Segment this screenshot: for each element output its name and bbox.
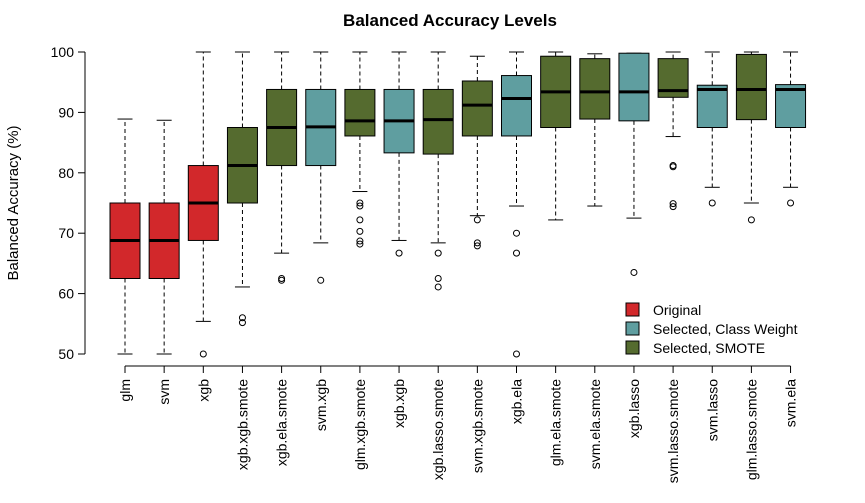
box-body (344, 88, 376, 137)
x-tick-label: xgb.lasso (626, 379, 642, 438)
x-tick-label: glm.lasso.smote (743, 379, 759, 480)
box-xgb.xgb.smote (226, 51, 258, 327)
x-tick-label: svm.xgb.smote (469, 379, 485, 473)
box-body (696, 84, 728, 128)
outlier-point (747, 216, 755, 224)
outlier-point (434, 283, 442, 291)
box-glm.xgb.smote (344, 51, 376, 248)
outlier-point (356, 202, 364, 210)
box-svm.xgb.smote (461, 55, 493, 250)
chart-title: Balanced Accuracy Levels (343, 11, 557, 30)
outlier-point (317, 276, 325, 284)
outlier-point (473, 242, 481, 250)
x-tick-label: svm (156, 379, 172, 405)
y-tick-label: 60 (58, 286, 74, 302)
box-svm.xgb (305, 51, 337, 284)
box-svm.lasso (696, 51, 728, 207)
outlier-point (278, 276, 286, 284)
box-svm (148, 119, 180, 355)
x-tick-label: glm (117, 379, 133, 402)
outlier-point (513, 350, 520, 358)
x-axis: glm svm xgb xgb.xgb.smote xgb.ela.smote svm.x… (117, 365, 799, 483)
box-body (422, 88, 454, 155)
box-xgb.lasso.smote (422, 51, 454, 291)
box-body (735, 53, 767, 121)
box-xgb.xgb (383, 51, 415, 257)
box-svm.ela (775, 51, 807, 207)
legend-swatch (625, 340, 640, 355)
legend-swatch (625, 302, 640, 317)
outlier-point (434, 249, 442, 257)
outlier-point (787, 199, 795, 207)
outlier-point (238, 319, 246, 327)
x-tick-label: xgb (195, 379, 211, 402)
outlier-point (356, 199, 364, 207)
outlier-point (356, 237, 364, 245)
y-tick-label: 50 (58, 346, 74, 362)
legend: Original Selected, Class Weight Selected, … (625, 302, 798, 356)
outlier-point (356, 227, 364, 235)
x-tick-label: svm.ela.smote (587, 379, 603, 469)
x-tick-label: glm.xgb.smote (352, 379, 368, 470)
box-xgb (187, 51, 219, 358)
legend-label: Selected, Class Weight (653, 321, 798, 337)
outlier-point (669, 200, 677, 208)
x-tick-label: svm.lasso.smote (665, 379, 681, 483)
outlier-point (278, 275, 286, 282)
x-tick-label: xgb.xgb (391, 379, 407, 428)
box-glm.lasso.smote (735, 51, 767, 224)
outlier-point (513, 229, 520, 237)
box-body (775, 84, 807, 128)
box-glm (109, 118, 141, 355)
outlier-point (356, 240, 364, 248)
box-xgb.ela (501, 51, 532, 358)
x-tick-label: svm.xgb (313, 379, 329, 431)
y-tick-label: 90 (58, 104, 74, 120)
legend-swatch (625, 321, 640, 336)
outlier-point (473, 216, 481, 224)
legend-label: Selected, SMOTE (653, 340, 765, 356)
x-tick-label: xgb.xgb.smote (234, 379, 250, 470)
x-tick-label: glm.ela.smote (548, 379, 564, 466)
outlier-point (434, 275, 442, 282)
box-svm.ela.smote (579, 53, 611, 207)
outlier-point (630, 268, 638, 276)
x-tick-label: svm.lasso (704, 379, 720, 441)
box-body (579, 58, 611, 120)
outlier-point (238, 314, 246, 322)
x-tick-label: xgb.ela.smote (274, 379, 290, 466)
box-svm.lasso.smote (657, 51, 689, 211)
legend-label: Original (653, 302, 701, 318)
outlier-point (395, 249, 403, 257)
outlier-point (199, 350, 207, 358)
outlier-point (356, 216, 364, 224)
x-tick-label: xgb.ela (509, 379, 525, 424)
box-body (618, 52, 650, 122)
outlier-point (708, 199, 716, 207)
outlier-point (669, 203, 677, 211)
box-glm.ela.smote (540, 51, 572, 221)
y-tick-label: 100 (51, 44, 75, 60)
outlier-point (669, 163, 677, 171)
x-tick-label: svm.ela (783, 379, 799, 427)
box-body (461, 80, 493, 137)
y-axis: 50 60 70 80 90 100 (51, 44, 86, 362)
y-tick-label: 80 (58, 165, 74, 181)
box-series (109, 51, 807, 358)
outlier-point (513, 249, 520, 257)
box-xgb.lasso (618, 52, 650, 276)
y-axis-label: Balanced Accuracy (%) (5, 125, 22, 280)
box-xgb.ela.smote (266, 51, 298, 284)
y-tick-label: 70 (58, 225, 74, 241)
outlier-point (473, 239, 481, 247)
box-body (501, 75, 532, 137)
x-tick-label: xgb.lasso.smote (430, 379, 446, 480)
